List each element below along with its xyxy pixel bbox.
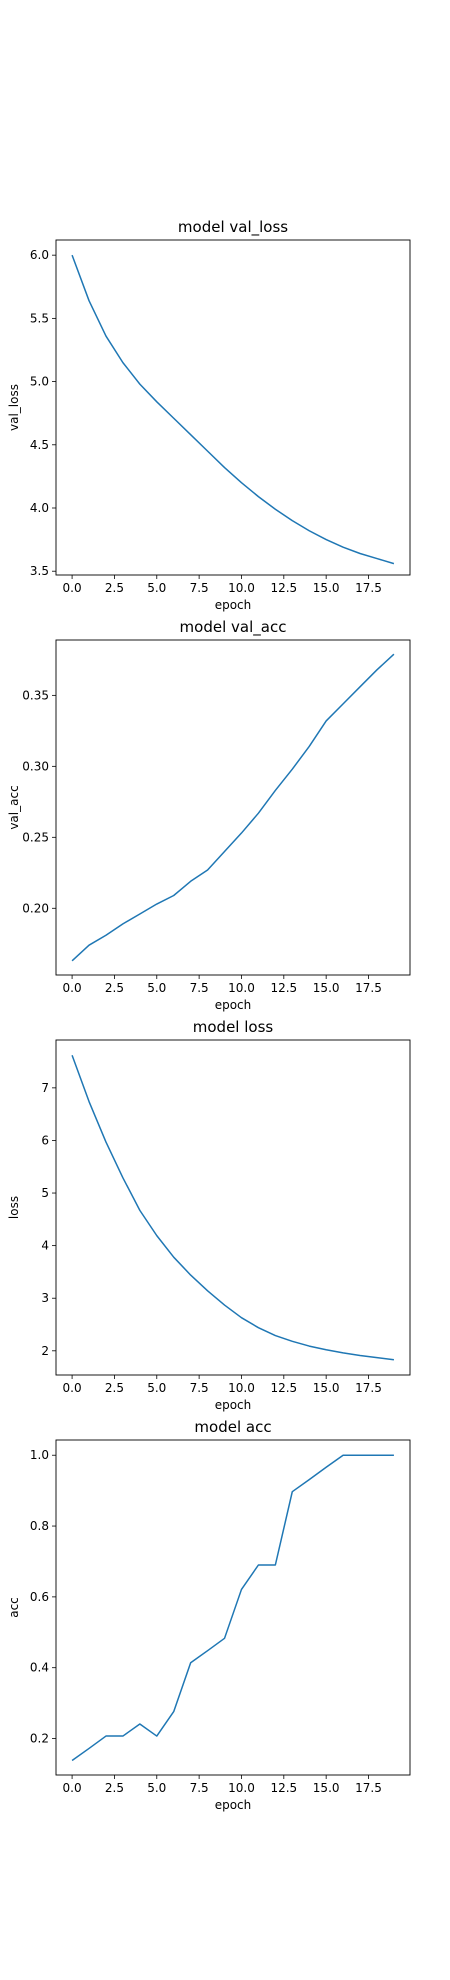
axes-frame <box>55 1039 411 1376</box>
x-tick-label: 12.5 <box>270 981 297 995</box>
x-tick-label: 10.0 <box>228 1381 255 1395</box>
y-tick-label: 0.35 <box>22 688 49 702</box>
x-tick-label: 2.5 <box>105 981 124 995</box>
y-tick-label: 0.4 <box>30 1661 49 1675</box>
x-tick-label: 17.5 <box>355 1781 382 1795</box>
chart-title: model acc <box>194 1418 271 1436</box>
x-tick-label: 15.0 <box>313 581 340 595</box>
y-tick-label: 3.5 <box>30 564 49 578</box>
x-tick-label: 17.5 <box>355 981 382 995</box>
y-tick-label: 7 <box>41 1081 49 1095</box>
x-tick-label: 2.5 <box>105 581 124 595</box>
x-tick-label: 17.5 <box>355 581 382 595</box>
x-tick-label: 7.5 <box>190 1381 209 1395</box>
series-line <box>71 1454 394 1762</box>
x-tick-label: 0.0 <box>63 1381 82 1395</box>
chart-title: model val_loss <box>178 218 288 237</box>
y-tick-label: 2 <box>41 1344 49 1358</box>
chart-title: model val_acc <box>180 618 287 637</box>
x-tick-label: 0.0 <box>63 1781 82 1795</box>
x-axis-label: epoch <box>215 598 252 612</box>
y-tick-label: 0.30 <box>22 759 49 773</box>
axes-frame <box>55 639 411 976</box>
y-tick-label: 4.5 <box>30 438 49 452</box>
y-axis-label: val_loss <box>7 384 21 431</box>
x-tick-label: 7.5 <box>190 1781 209 1795</box>
x-tick-label: 12.5 <box>270 1781 297 1795</box>
x-tick-label: 5.0 <box>147 1381 166 1395</box>
chart-1: model val_acc 0.0 2.5 5.0 7.5 10.0 12.5 15.0 17.… <box>7 618 411 1012</box>
x-tick-label: 2.5 <box>105 1381 124 1395</box>
x-tick-label: 7.5 <box>190 981 209 995</box>
x-tick-label: 7.5 <box>190 581 209 595</box>
x-tick-label: 10.0 <box>228 581 255 595</box>
x-tick-label: 10.0 <box>228 1781 255 1795</box>
x-tick-label: 15.0 <box>313 1381 340 1395</box>
y-tick-label: 4 <box>41 1239 49 1253</box>
x-tick-label: 5.0 <box>147 581 166 595</box>
y-tick-label: 0.2 <box>30 1732 49 1746</box>
x-axis-label: epoch <box>215 998 252 1012</box>
x-tick-label: 5.0 <box>147 1781 166 1795</box>
x-tick-label: 15.0 <box>313 1781 340 1795</box>
y-tick-label: 3 <box>41 1291 49 1305</box>
y-tick-label: 6.0 <box>30 248 49 262</box>
x-tick-label: 5.0 <box>147 981 166 995</box>
x-tick-label: 2.5 <box>105 1781 124 1795</box>
chart-title: model loss <box>193 1018 274 1036</box>
series-line <box>71 254 395 565</box>
series-line <box>71 653 395 962</box>
y-tick-label: 0.25 <box>22 830 49 844</box>
y-axis-label: loss <box>7 1196 21 1219</box>
y-tick-label: 0.20 <box>22 901 49 915</box>
chart-0: model val_loss 0.0 2.5 5.0 7.5 10.0 12.5 15.0 17… <box>7 218 411 612</box>
y-tick-label: 4.0 <box>30 501 49 515</box>
chart-2: model loss 0.0 2.5 5.0 7.5 10.0 12.5 15.0 17.5 2 3… <box>7 1018 411 1412</box>
y-axis-label: val_acc <box>7 785 21 829</box>
x-tick-label: 12.5 <box>270 581 297 595</box>
chart-3: model acc 0.0 2.5 5.0 7.5 10.0 12.5 15.0 17.5 0.2… <box>7 1418 411 1812</box>
y-tick-label: 6 <box>41 1133 49 1147</box>
x-tick-label: 0.0 <box>63 981 82 995</box>
y-tick-label: 5 <box>41 1186 49 1200</box>
x-axis-label: epoch <box>215 1398 252 1412</box>
x-axis-label: epoch <box>215 1798 252 1812</box>
x-tick-label: 15.0 <box>313 981 340 995</box>
x-tick-label: 17.5 <box>355 1381 382 1395</box>
x-tick-label: 12.5 <box>270 1381 297 1395</box>
x-tick-label: 10.0 <box>228 981 255 995</box>
y-tick-label: 0.8 <box>30 1519 49 1533</box>
y-tick-label: 5.5 <box>30 311 49 325</box>
x-tick-label: 0.0 <box>63 581 82 595</box>
axes-frame <box>55 1439 411 1776</box>
y-tick-label: 0.6 <box>30 1590 49 1604</box>
y-tick-label: 1.0 <box>30 1448 49 1462</box>
y-tick-label: 5.0 <box>30 375 49 389</box>
axes-frame <box>55 239 411 576</box>
y-axis-label: acc <box>7 1597 21 1618</box>
series-line <box>71 1054 395 1361</box>
